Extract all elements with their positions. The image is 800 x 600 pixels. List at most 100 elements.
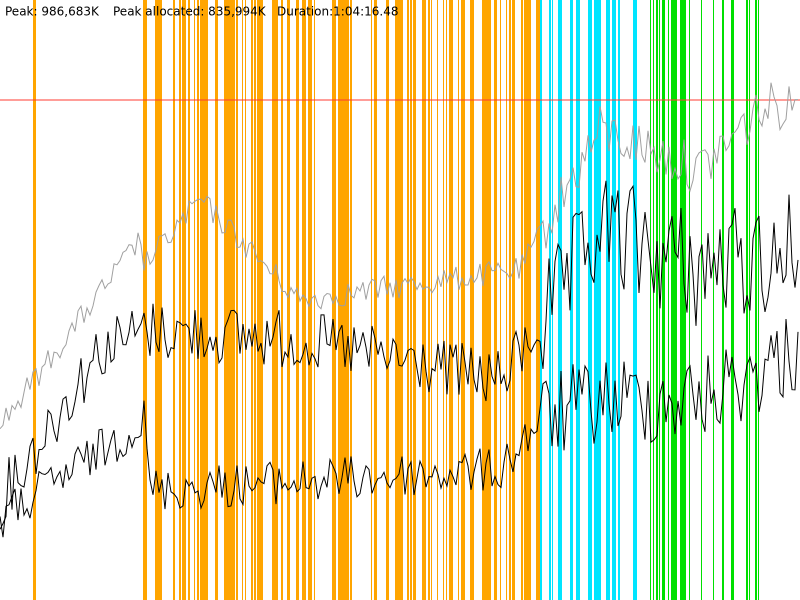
event-bar xyxy=(314,0,315,600)
event-bar xyxy=(398,0,401,600)
event-bar xyxy=(158,0,161,600)
event-bar xyxy=(701,0,702,600)
peak-allocated-label: Peak allocated: 835,994K xyxy=(113,5,267,19)
event-bars xyxy=(33,0,759,600)
event-bar xyxy=(230,0,233,600)
event-bar xyxy=(485,0,489,600)
event-bar xyxy=(203,0,207,600)
event-bar xyxy=(173,0,175,600)
event-bar xyxy=(674,0,677,600)
event-bar xyxy=(197,0,199,600)
event-bar xyxy=(524,0,527,600)
event-bar xyxy=(341,0,345,600)
event-bar xyxy=(683,0,686,600)
event-bar xyxy=(509,0,511,600)
event-bar xyxy=(521,0,523,600)
event-bar xyxy=(755,0,757,600)
event-bar xyxy=(428,0,430,600)
event-bar xyxy=(308,0,312,600)
event-bar xyxy=(386,0,389,600)
event-bar xyxy=(338,0,342,600)
event-bar xyxy=(155,0,159,600)
memory-trace xyxy=(0,82,798,430)
memory-trace xyxy=(0,318,799,538)
event-bar xyxy=(215,0,218,600)
event-bar xyxy=(488,0,491,600)
event-bar xyxy=(558,0,562,600)
memory-trace xyxy=(0,180,799,530)
event-bar xyxy=(143,0,147,600)
event-bar xyxy=(482,0,485,600)
event-bar xyxy=(650,0,651,600)
event-bar xyxy=(410,0,412,600)
event-bar xyxy=(401,0,403,600)
event-bar xyxy=(597,0,601,600)
event-bar xyxy=(302,0,306,600)
event-bar xyxy=(227,0,230,600)
event-bar xyxy=(374,0,377,600)
event-bar xyxy=(272,0,275,600)
event-bar xyxy=(588,0,592,600)
event-bar xyxy=(461,0,465,600)
event-bar xyxy=(464,0,465,600)
event-bar xyxy=(233,0,235,600)
event-bar xyxy=(749,0,750,600)
event-bar xyxy=(689,0,690,600)
event-bar xyxy=(722,0,724,600)
event-bar xyxy=(443,0,444,600)
event-bar xyxy=(431,0,432,600)
event-bar xyxy=(251,0,253,600)
duration-label: Duration:1:04:16.48 xyxy=(277,5,399,19)
event-bar xyxy=(296,0,299,600)
event-bar xyxy=(606,0,610,600)
event-bar xyxy=(33,0,36,600)
event-bar xyxy=(653,0,654,600)
event-bar xyxy=(662,0,665,600)
event-bar xyxy=(668,0,669,600)
event-bar xyxy=(200,0,204,600)
event-bar xyxy=(506,0,507,600)
event-bar xyxy=(449,0,453,600)
event-bar xyxy=(236,0,238,600)
event-bar xyxy=(350,0,352,600)
event-bar xyxy=(713,0,714,600)
event-bar xyxy=(257,0,261,600)
event-bar xyxy=(633,0,637,600)
event-bar xyxy=(458,0,459,600)
event-bar xyxy=(347,0,349,600)
event-bar xyxy=(287,0,290,600)
event-bar xyxy=(371,0,372,600)
event-bar xyxy=(281,0,283,600)
event-bar xyxy=(182,0,186,600)
memory-lines xyxy=(0,82,799,538)
event-bar xyxy=(437,0,438,600)
event-bar xyxy=(254,0,256,600)
event-bar xyxy=(570,0,573,600)
event-bar xyxy=(539,0,540,600)
event-bar xyxy=(422,0,426,600)
event-bar xyxy=(512,0,515,600)
event-bar xyxy=(612,0,616,600)
event-bar xyxy=(194,0,195,600)
event-bar xyxy=(527,0,531,600)
event-bar xyxy=(746,0,748,600)
event-bar xyxy=(260,0,263,600)
event-bar xyxy=(335,0,336,600)
event-bar xyxy=(188,0,190,600)
event-bar xyxy=(671,0,675,600)
event-bar xyxy=(446,0,447,600)
event-bar xyxy=(576,0,580,600)
event-bar xyxy=(656,0,658,600)
peak-label: Peak: 986,683K xyxy=(5,5,100,19)
event-bar xyxy=(245,0,246,600)
event-bar xyxy=(413,0,416,600)
event-bar xyxy=(731,0,734,600)
event-bar xyxy=(549,0,551,600)
event-bar xyxy=(540,0,542,600)
event-bar xyxy=(618,0,620,600)
event-bar xyxy=(161,0,162,600)
event-bar xyxy=(500,0,501,600)
event-bar xyxy=(275,0,278,600)
